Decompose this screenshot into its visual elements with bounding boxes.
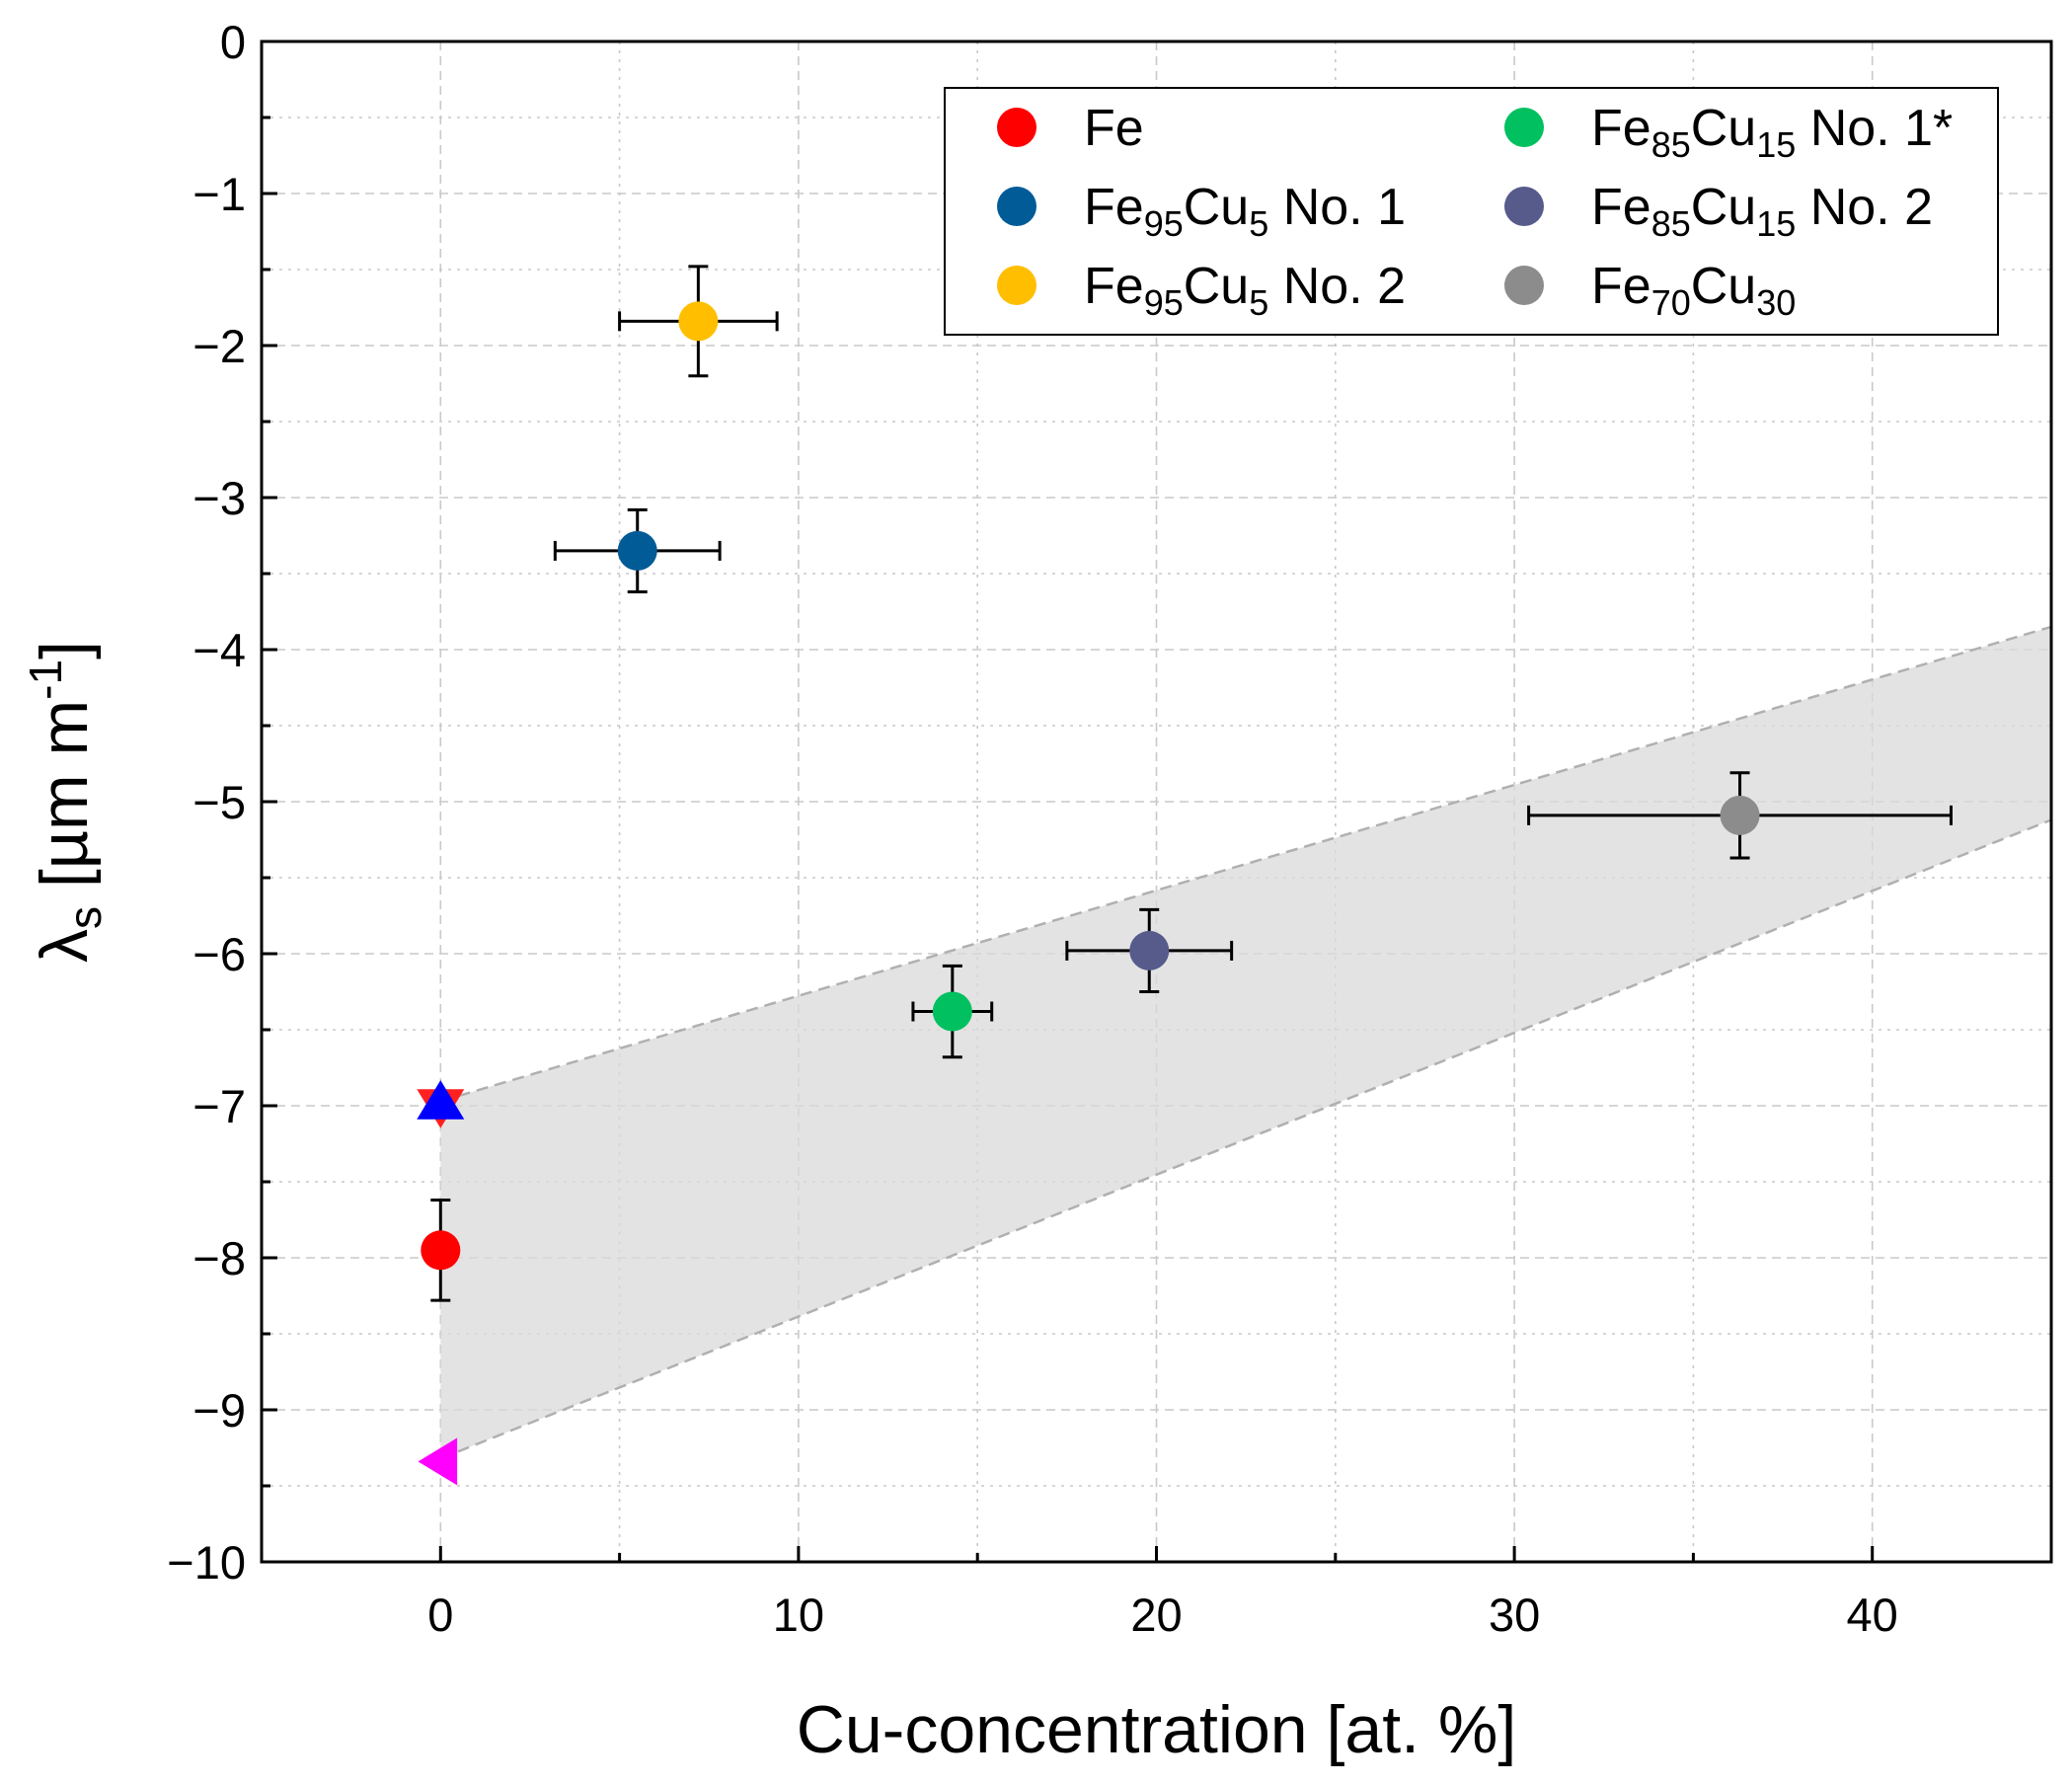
y-tick-label: −10 — [167, 1536, 246, 1589]
band-lower-edge — [439, 818, 2052, 1460]
legend-label: Fe85Cu15 No. 2 — [1591, 179, 1933, 244]
y-axis-superscript: -1 — [20, 660, 71, 700]
legend-text: Fe — [1591, 179, 1651, 236]
legend-box — [944, 87, 1999, 336]
data-point — [1129, 930, 1170, 970]
legend-text: Cu — [1691, 179, 1756, 236]
data-point — [678, 301, 719, 342]
x-tick-label: 20 — [1130, 1589, 1182, 1641]
legend-item: Fe95Cu5 No. 2 — [997, 258, 1406, 323]
legend-text: No. 2 — [1268, 258, 1406, 315]
legend-text: Fe — [1591, 100, 1651, 157]
y-tick-label: −2 — [192, 320, 246, 372]
legend-text: No. 1 — [1268, 179, 1406, 236]
legend-text: Cu — [1691, 100, 1756, 157]
data-point — [421, 1230, 461, 1271]
legend-subscript: 5 — [1249, 203, 1268, 244]
legend-item: Fe70Cu30 — [1504, 258, 1796, 323]
data-point-group — [911, 964, 994, 1059]
data-point — [617, 530, 657, 571]
x-tick-label: 30 — [1489, 1589, 1540, 1641]
legend-marker — [997, 266, 1036, 305]
y-tick-label: −7 — [192, 1080, 246, 1132]
legend-subscript: 95 — [1144, 282, 1184, 323]
y-tick-label: −3 — [192, 472, 246, 524]
legend-item: Fe85Cu15 No. 2 — [1504, 179, 1933, 244]
legend-marker — [1504, 108, 1544, 147]
legend-subscript: 95 — [1144, 203, 1184, 244]
tick-labels: 0 10 20 30 40 0 −1 −2 −3 −4 −5 −6 −7 −8 −9 −10 — [167, 16, 1898, 1641]
reference-markers — [417, 1080, 465, 1486]
legend-subscript: 5 — [1249, 282, 1268, 323]
y-tick-label: −5 — [192, 776, 246, 828]
legend-subscript: 70 — [1651, 282, 1691, 323]
legend-text: Fe — [1084, 258, 1144, 315]
legend-text: Cu — [1691, 258, 1756, 315]
y-tick-label: 0 — [220, 16, 246, 68]
legend-subscript: 15 — [1756, 124, 1796, 165]
legend-marker — [997, 108, 1036, 147]
y-axis-unit: [µm m — [27, 700, 102, 906]
band-upper-edge — [439, 625, 2052, 1103]
y-tick-label: −9 — [192, 1384, 246, 1436]
legend-label: Fe85Cu15 No. 1* — [1591, 100, 1953, 165]
data-points — [421, 265, 1953, 1302]
legend-subscript: 85 — [1651, 203, 1691, 244]
legend-text: Fe — [1591, 258, 1651, 315]
legend-text: Fe — [1084, 100, 1144, 157]
data-point — [932, 991, 972, 1032]
legend-subscript: 15 — [1756, 203, 1796, 244]
reference-marker-triangle-up — [417, 1080, 465, 1120]
legend-subscript: 30 — [1756, 282, 1796, 323]
data-point-group — [618, 265, 779, 378]
legend-label: Fe — [1084, 100, 1144, 157]
x-axis-title: Cu-concentration [at. %] — [797, 1692, 1516, 1767]
legend-marker — [1504, 187, 1544, 226]
reference-marker-triangle-left — [418, 1437, 458, 1486]
plot-frame — [260, 39, 2053, 1564]
y-tick-label: −1 — [192, 168, 246, 220]
x-tick-label: 40 — [1847, 1589, 1898, 1641]
legend-text: Fe — [1084, 179, 1144, 236]
x-tick-label: 0 — [427, 1589, 453, 1641]
legend-label: Fe95Cu5 No. 1 — [1084, 179, 1406, 244]
y-tick-label: −4 — [192, 624, 246, 676]
legend-label: Fe70Cu30 — [1591, 258, 1796, 323]
legend-text: No. 1* — [1796, 100, 1953, 157]
legend-text: Cu — [1184, 258, 1249, 315]
legend-text: No. 2 — [1796, 179, 1933, 236]
y-axis-subscript: s — [59, 906, 111, 929]
legend-item: Fe85Cu15 No. 1* — [1504, 100, 1953, 165]
legend-item: Fe95Cu5 No. 1 — [997, 179, 1406, 244]
band-fill — [440, 626, 2051, 1459]
legend-marker — [1504, 266, 1544, 305]
y-axis-lambda: λ — [27, 929, 102, 963]
y-tick-label: −8 — [192, 1232, 246, 1284]
legend-item: Fe — [997, 100, 1144, 157]
data-point-group — [1065, 907, 1234, 993]
data-point — [1720, 795, 1760, 835]
legend-label: Fe95Cu5 No. 2 — [1084, 258, 1406, 323]
y-axis-unit-close: ] — [27, 641, 102, 660]
legend-text: Cu — [1184, 179, 1249, 236]
data-point-group — [421, 1198, 461, 1302]
x-tick-label: 10 — [773, 1589, 824, 1641]
data-point-group — [1527, 771, 1953, 860]
data-point-group — [553, 507, 722, 593]
uncertainty-band — [439, 625, 2052, 1460]
y-tick-label: −6 — [192, 928, 246, 980]
y-axis-title: λs [µm m-1] — [20, 641, 111, 963]
legend-subscript: 85 — [1651, 124, 1691, 165]
legend-marker — [997, 187, 1036, 226]
